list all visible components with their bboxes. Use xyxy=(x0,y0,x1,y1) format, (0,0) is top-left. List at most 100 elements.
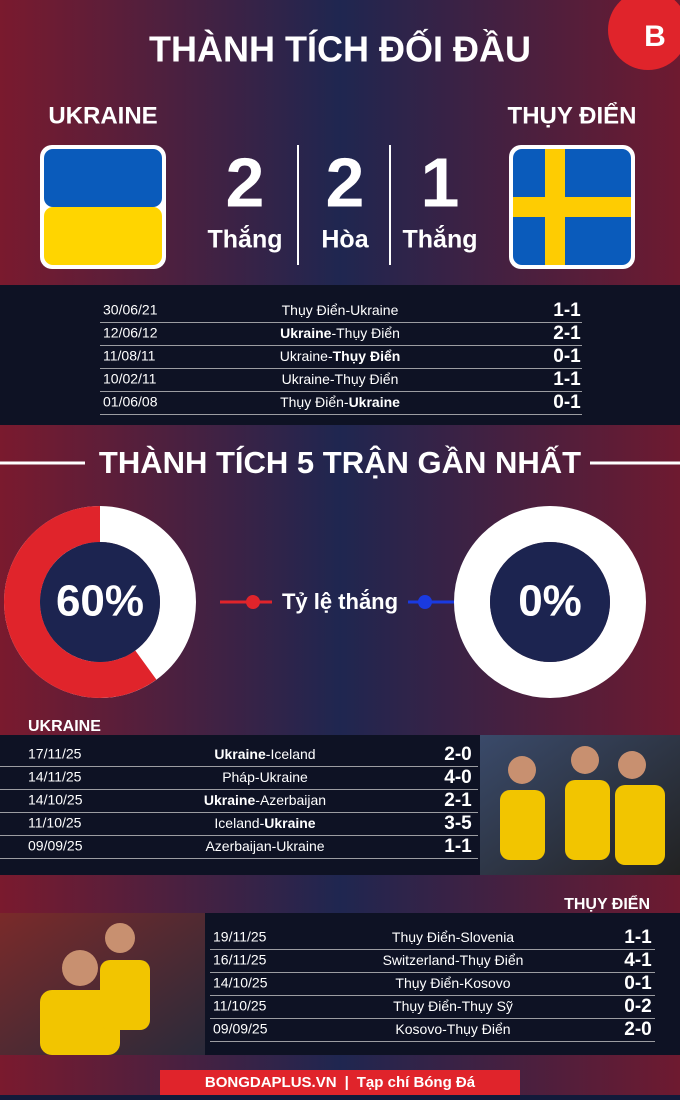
dot xyxy=(246,595,260,609)
team: Switzerland xyxy=(383,952,455,968)
photo-sweden xyxy=(0,913,205,1055)
match-teams: Pháp-Ukraine xyxy=(222,769,308,785)
match-score: 2-0 xyxy=(624,1019,651,1040)
match-date: 17/11/25 xyxy=(28,746,82,762)
match-teams: Ukraine-Azerbaijan xyxy=(204,792,326,808)
separator: - xyxy=(344,394,349,410)
team: Azerbaijan xyxy=(205,838,271,854)
ukraine-panel xyxy=(0,735,480,875)
sweden-panel xyxy=(205,913,680,1055)
match-score: 0-1 xyxy=(553,346,581,367)
flag-sweden xyxy=(509,145,635,269)
team: Azerbaijan xyxy=(260,792,326,808)
team: Thụy Điển xyxy=(282,302,346,318)
h2h-panel xyxy=(0,285,680,425)
logo xyxy=(608,0,680,70)
team: Thụy Điển xyxy=(395,975,459,991)
separator: - xyxy=(255,792,260,808)
donut-hole xyxy=(40,542,160,662)
match-date: 12/06/12 xyxy=(103,325,158,341)
team: Iceland xyxy=(270,746,315,762)
team: Thụy Điển xyxy=(333,348,401,364)
match-teams: Thụy Điển-Slovenia xyxy=(392,929,514,945)
summary-count: 2 xyxy=(226,143,265,221)
separator: - xyxy=(260,815,265,831)
match-teams: Ukraine-Thụy Điển xyxy=(280,348,401,364)
match-teams: Thụy Điển-Ukraine xyxy=(280,394,400,410)
match-score: 0-2 xyxy=(624,996,651,1017)
separator: - xyxy=(330,371,335,387)
match-date: 14/10/25 xyxy=(213,975,268,991)
team: Pháp xyxy=(222,769,255,785)
team-label: UKRAINE xyxy=(28,718,101,735)
footer-divider: | xyxy=(345,1074,349,1091)
match-teams: Thụy Điển-Kosovo xyxy=(395,975,510,991)
match-score: 2-1 xyxy=(444,790,472,811)
match-teams: Switzerland-Thụy Điển xyxy=(383,952,524,968)
team: Thụy Điển xyxy=(336,325,400,341)
match-score: 0-1 xyxy=(624,973,652,994)
section-title: THÀNH TÍCH 5 TRẬN GẦN NHẤT xyxy=(99,444,581,480)
match-score: 4-1 xyxy=(624,950,652,971)
separator: - xyxy=(266,746,271,762)
match-date: 16/11/25 xyxy=(213,952,267,968)
team: Thụy Điển xyxy=(392,929,456,945)
footer-site: BONGDAPLUS.VN xyxy=(205,1074,337,1091)
flag-ukraine xyxy=(40,145,166,269)
match-teams: Kosovo-Thụy Điển xyxy=(395,1021,510,1037)
win-rate: 60% xyxy=(56,577,144,626)
donut-arc xyxy=(4,506,157,698)
logo-text: B xyxy=(644,20,666,53)
match-score: 1-1 xyxy=(444,836,472,857)
match-teams: Thụy Điển-Thụy Sỹ xyxy=(393,998,513,1014)
match-teams: Ukraine-Thụy Điển xyxy=(280,325,400,341)
summary-label: Thắng xyxy=(403,224,478,254)
separator: - xyxy=(457,998,462,1014)
summary-label: Thắng xyxy=(208,224,283,254)
team: Ukraine xyxy=(350,302,398,318)
team: Thụy Điển xyxy=(280,394,344,410)
match-score: 4-0 xyxy=(444,767,471,788)
team: Ukraine xyxy=(264,815,316,831)
team: Ukraine xyxy=(214,746,266,762)
team: Slovenia xyxy=(460,929,514,945)
match-date: 30/06/21 xyxy=(103,302,158,318)
team: Kosovo xyxy=(464,975,511,991)
footer-banner xyxy=(160,1070,520,1096)
team: Thụy Điển xyxy=(447,1021,511,1037)
team: Ukraine xyxy=(282,371,330,387)
match-date: 14/11/25 xyxy=(28,769,82,785)
team: Thụy Điển xyxy=(393,998,457,1014)
match-score: 3-5 xyxy=(444,813,472,834)
match-date: 10/02/11 xyxy=(103,371,157,387)
separator: - xyxy=(456,929,461,945)
match-score: 1-1 xyxy=(553,369,581,390)
match-score: 1-1 xyxy=(624,927,652,948)
summary-count: 1 xyxy=(421,143,460,221)
match-date: 14/10/25 xyxy=(28,792,83,808)
footer: BONGDAPLUS.VN | Tạp chí Bóng Đá xyxy=(205,1074,476,1091)
team: Thụy Điển xyxy=(460,952,524,968)
match-score: 2-1 xyxy=(553,323,581,344)
team: Ukraine xyxy=(349,394,401,410)
team: Thụy Điển xyxy=(335,371,399,387)
title: THÀNH TÍCH ĐỐI ĐẦU xyxy=(149,28,531,70)
team: Thụy Sỹ xyxy=(462,998,513,1014)
match-date: 01/06/08 xyxy=(103,394,158,410)
separator: - xyxy=(272,838,277,854)
team: Ukraine xyxy=(280,325,332,341)
donut-track xyxy=(454,506,646,698)
match-teams: Iceland-Ukraine xyxy=(214,815,315,831)
team: Ukraine xyxy=(260,769,308,785)
donut-hole xyxy=(490,542,610,662)
match-date: 09/09/25 xyxy=(213,1021,268,1037)
team: Kosovo xyxy=(395,1021,442,1037)
team-name: THỤY ĐIỂN xyxy=(508,101,637,129)
footer-magazine: Tạp chí Bóng Đá xyxy=(357,1074,476,1091)
separator: - xyxy=(255,769,260,785)
match-date: 11/10/25 xyxy=(213,998,267,1014)
match-date: 19/11/25 xyxy=(213,929,267,945)
separator: - xyxy=(345,302,350,318)
